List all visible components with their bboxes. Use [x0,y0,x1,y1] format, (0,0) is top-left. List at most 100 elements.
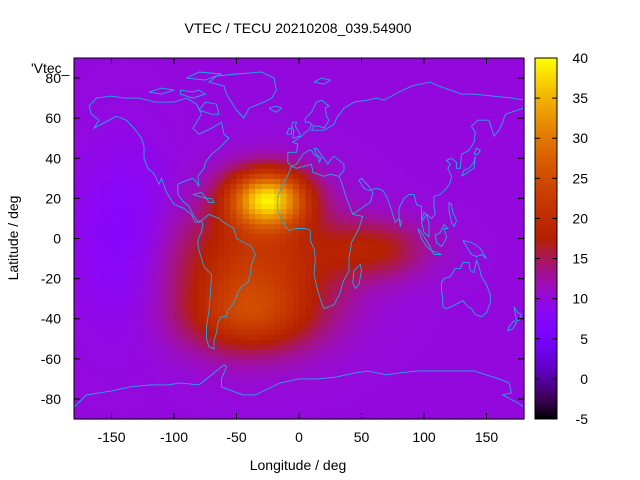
heatmap-cell [186,293,194,300]
heatmap-cell [174,283,181,290]
heatmap-cell [224,133,231,139]
heatmap-cell [505,203,513,210]
heatmap-cell [286,373,294,380]
heatmap-cell [461,353,469,360]
heatmap-cell [349,188,356,194]
heatmap-cell [436,228,444,235]
heatmap-cell [136,233,144,240]
heatmap-cell [167,293,175,300]
heatmap-cell [505,398,513,405]
heatmap-cell [511,368,519,375]
heatmap-cell [111,333,119,340]
heatmap-cell [330,373,338,380]
heatmap-cell [492,128,500,134]
heatmap-cell [292,138,300,144]
heatmap-cell [124,233,131,240]
heatmap-cell [199,98,206,104]
heatmap-cell [267,313,275,320]
heatmap-cell [205,368,213,375]
heatmap-cell [430,398,438,405]
heatmap-cell [161,133,169,139]
heatmap-cell [505,388,513,395]
heatmap-cell [405,143,413,149]
heatmap-cell [292,303,300,310]
heatmap-cell [480,403,488,410]
heatmap-cell [299,283,306,290]
heatmap-cell [374,288,381,295]
heatmap-cell [405,218,413,225]
heatmap-cell [161,143,169,149]
heatmap-cell [117,353,125,360]
heatmap-cell [92,353,100,360]
heatmap-cell [217,413,225,420]
heatmap-cell [436,143,444,149]
heatmap-cell [142,268,150,275]
heatmap-cell [230,238,238,245]
heatmap-cell [261,393,269,400]
heatmap-cell [474,263,481,270]
heatmap-cell [74,373,81,380]
heatmap-cell [430,358,438,365]
heatmap-cell [255,273,263,280]
heatmap-cell [411,73,419,79]
heatmap-cell [192,293,200,300]
heatmap-cell [492,253,500,260]
heatmap-cell [211,108,219,114]
heatmap-cell [142,258,150,265]
heatmap-cell [499,273,506,280]
heatmap-cell [249,128,256,134]
heatmap-cell [442,153,450,159]
heatmap-cell [399,173,406,179]
heatmap-cell [80,343,88,350]
heatmap-cell [480,78,488,84]
heatmap-cell [467,393,475,400]
heatmap-cell [461,273,469,280]
heatmap-cell [130,248,138,255]
heatmap-cell [249,348,256,355]
heatmap-cell [99,333,106,340]
heatmap-cell [411,303,419,310]
heatmap-cell [105,223,113,230]
heatmap-cell [174,128,181,134]
heatmap-cell [186,323,194,330]
heatmap-cell [155,343,163,350]
heatmap-cell [186,378,194,385]
heatmap-cell [499,318,506,325]
heatmap-cell [205,283,213,290]
heatmap-cell [349,343,356,350]
heatmap-cell [367,203,375,210]
heatmap-cell [442,188,450,194]
heatmap-cell [230,253,238,260]
heatmap-cell [211,258,219,265]
heatmap-cell [130,213,138,220]
heatmap-cell [74,263,81,270]
heatmap-cell [199,298,206,305]
heatmap-cell [505,413,513,420]
heatmap-cell [517,193,525,199]
heatmap-cell [342,243,350,250]
heatmap-cell [480,183,488,189]
heatmap-cell [161,108,169,114]
heatmap-cell [274,133,281,139]
heatmap-cell [92,358,100,365]
heatmap-cell [480,153,488,159]
heatmap-cell [80,278,88,285]
heatmap-cell [205,263,213,270]
heatmap-cell [142,358,150,365]
heatmap-cell [405,313,413,320]
heatmap-cell [292,383,300,390]
heatmap-cell [167,223,175,230]
heatmap-cell [399,123,406,129]
heatmap-cell [267,388,275,395]
heatmap-cell [180,308,188,315]
heatmap-cell [167,393,175,400]
heatmap-cell [205,103,213,109]
heatmap-cell [480,413,488,420]
heatmap-cell [399,203,406,210]
heatmap-cell [386,173,394,179]
heatmap-cell [280,358,288,365]
heatmap-cell [142,68,150,74]
heatmap-cell [405,303,413,310]
heatmap-cell [267,248,275,255]
heatmap-cell [230,383,238,390]
